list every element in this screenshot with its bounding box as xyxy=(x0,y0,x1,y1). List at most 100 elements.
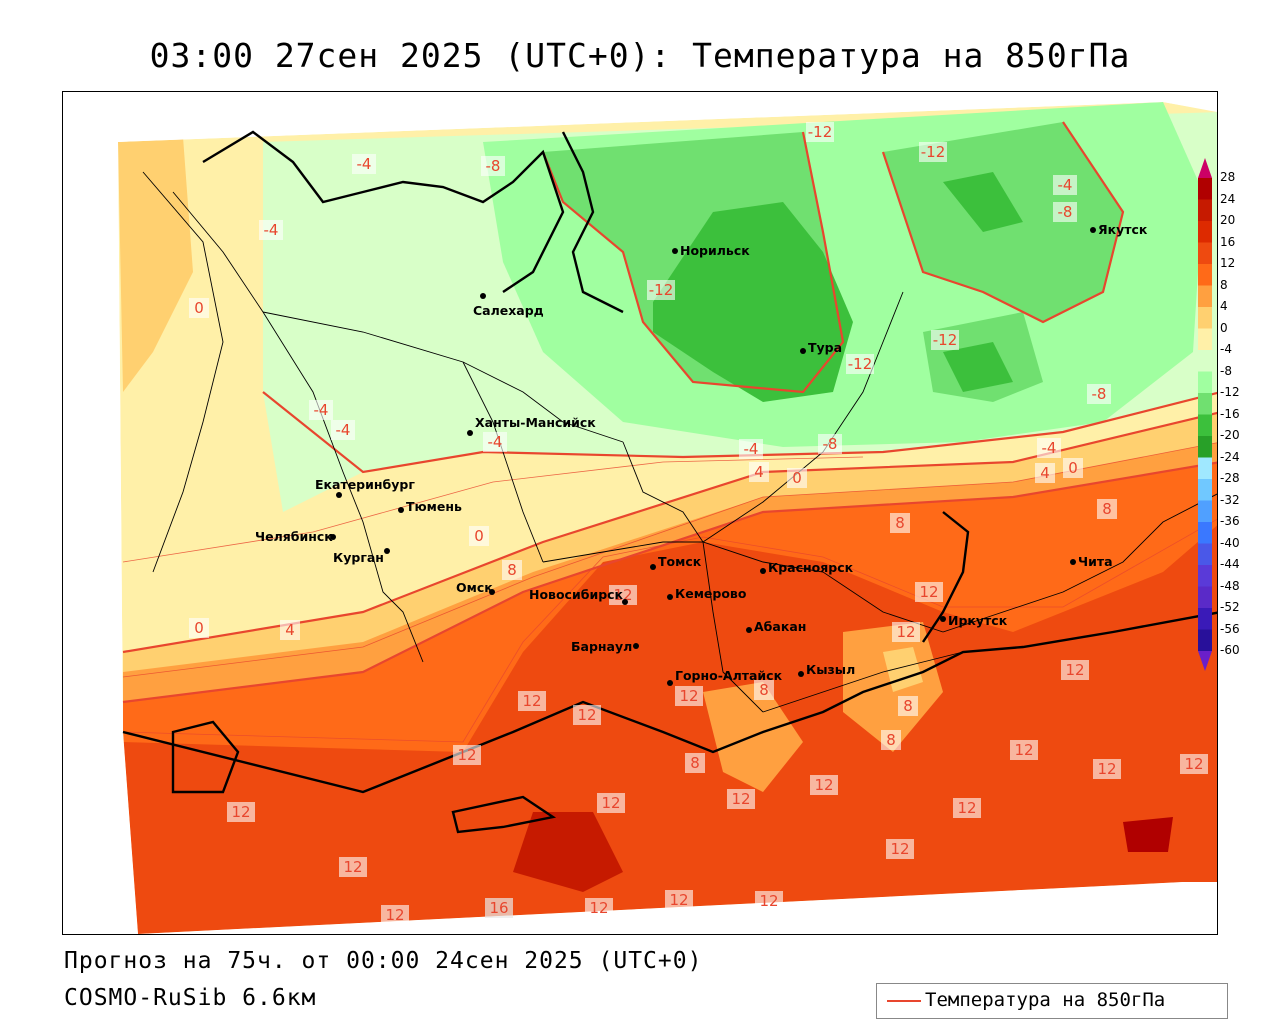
iso-label: 0 xyxy=(1063,458,1083,478)
scale-tick-label: 16 xyxy=(1220,234,1236,249)
scale-swatch xyxy=(1198,350,1212,372)
iso-label: -4 xyxy=(483,432,507,452)
iso-label: 12 xyxy=(915,582,943,602)
city-yakutsk: Якутск xyxy=(1090,222,1148,237)
svg-text:12: 12 xyxy=(731,790,750,808)
svg-text:Якутск: Якутск xyxy=(1098,222,1148,237)
svg-text:12: 12 xyxy=(589,899,608,917)
scale-top-arrow xyxy=(1198,158,1212,178)
city-chita: Чита xyxy=(1070,554,1113,569)
svg-text:8: 8 xyxy=(507,561,517,579)
svg-text:12: 12 xyxy=(1014,741,1033,759)
iso-label: 12 xyxy=(381,905,409,925)
iso-label: -4 xyxy=(259,220,283,240)
svg-text:4: 4 xyxy=(1040,464,1050,482)
scale-swatch xyxy=(1198,328,1212,350)
scale-swatch xyxy=(1198,414,1212,436)
model-name: COSMO-RuSib 6.6км xyxy=(64,985,317,1011)
iso-label: 12 xyxy=(892,622,920,642)
scale-swatch xyxy=(1198,178,1212,200)
svg-text:12: 12 xyxy=(1184,755,1203,773)
svg-text:12: 12 xyxy=(890,840,909,858)
svg-text:12: 12 xyxy=(1097,760,1116,778)
iso-label: 4 xyxy=(280,620,300,640)
scale-tick-label: -40 xyxy=(1220,535,1240,550)
scale-tick-label: -24 xyxy=(1220,449,1240,464)
svg-text:Чита: Чита xyxy=(1078,554,1113,569)
svg-text:-4: -4 xyxy=(264,221,279,239)
svg-text:-8: -8 xyxy=(1058,203,1073,221)
scale-swatch xyxy=(1198,371,1212,393)
iso-label: 4 xyxy=(1035,463,1055,483)
scale-tick-label: -12 xyxy=(1220,385,1240,399)
iso-label: -4 xyxy=(1037,438,1061,458)
iso-label: 8 xyxy=(685,753,705,773)
scale-tick-label: -36 xyxy=(1220,514,1240,528)
coastline xyxy=(122,130,1217,834)
iso-label: 8 xyxy=(898,696,918,716)
svg-text:-12: -12 xyxy=(933,331,958,349)
svg-text:16: 16 xyxy=(489,899,508,917)
city-gorno-altaysk: Горно-Алтайск xyxy=(667,668,783,686)
iso-label: 12 xyxy=(609,585,637,605)
svg-text:8: 8 xyxy=(903,697,913,715)
scale-tick-label: -52 xyxy=(1220,600,1240,614)
iso-label: 8 xyxy=(890,513,910,533)
city-salekhard: Салехард xyxy=(473,293,544,318)
iso-label: 0 xyxy=(189,618,209,638)
svg-text:Новосибирск: Новосибирск xyxy=(529,587,624,602)
svg-text:12: 12 xyxy=(896,623,915,641)
iso-label: -4 xyxy=(352,154,376,174)
svg-text:12: 12 xyxy=(343,858,362,876)
svg-text:0: 0 xyxy=(474,527,484,545)
scale-swatch xyxy=(1198,479,1212,501)
iso-label: 12 xyxy=(227,802,255,822)
iso-label: 4 xyxy=(749,462,769,482)
iso-label: 12 xyxy=(597,793,625,813)
svg-text:12: 12 xyxy=(457,746,476,764)
iso-label: -4 xyxy=(1053,175,1077,195)
iso-label: -4 xyxy=(331,420,355,440)
svg-text:8: 8 xyxy=(690,754,700,772)
iso-label: -8 xyxy=(1053,202,1077,222)
svg-text:Норильск: Норильск xyxy=(680,243,750,258)
svg-text:-8: -8 xyxy=(823,435,838,453)
svg-text:Тюмень: Тюмень xyxy=(406,499,462,514)
scale-swatch xyxy=(1198,565,1212,587)
scale-swatch xyxy=(1198,436,1212,458)
scale-tick-label: -32 xyxy=(1220,492,1240,507)
city-norilsk: Норильск xyxy=(672,243,750,258)
iso-label: -12 xyxy=(647,280,675,300)
svg-text:12: 12 xyxy=(613,586,632,604)
scale-bottom-arrow xyxy=(1198,651,1212,671)
svg-text:Горно-Алтайск: Горно-Алтайск xyxy=(675,668,783,683)
scale-tick-label: 20 xyxy=(1220,213,1236,227)
svg-text:Кызыл: Кызыл xyxy=(806,662,855,677)
iso-label: -4 xyxy=(739,439,763,459)
iso-label: -12 xyxy=(931,330,959,350)
svg-text:0: 0 xyxy=(194,299,204,317)
svg-text:Томск: Томск xyxy=(658,554,702,569)
svg-text:Барнаул: Барнаул xyxy=(571,639,632,654)
scale-tick-label: -28 xyxy=(1220,471,1240,485)
iso-label: 12 xyxy=(1061,660,1089,680)
city-khanty: Ханты-Мансийск xyxy=(467,415,596,436)
map-title: 03:00 27сен 2025 (UTC+0): Температура на… xyxy=(149,36,1131,75)
scale-tick-label: -44 xyxy=(1220,557,1240,571)
iso-label: 12 xyxy=(953,798,981,818)
iso-label: -8 xyxy=(1087,384,1111,404)
scale-tick-label: -48 xyxy=(1220,578,1240,593)
isoline-labels: -4 -8 -12 -12 -4 -8 -4 0 -12 -12 -12 -4 … xyxy=(189,122,1208,925)
svg-text:12: 12 xyxy=(814,776,833,794)
iso-label: 12 xyxy=(886,839,914,859)
svg-text:-8: -8 xyxy=(1092,385,1107,403)
city-barnaul: Барнаул xyxy=(571,639,639,654)
svg-text:Екатеринбург: Екатеринбург xyxy=(315,477,415,492)
scale-swatch xyxy=(1198,221,1212,243)
city-abakan: Абакан xyxy=(746,619,806,634)
svg-text:-4: -4 xyxy=(744,440,759,458)
iso-label: 0 xyxy=(469,526,489,546)
iso-label: 12 xyxy=(573,705,601,725)
city-ekaterinburg: Екатеринбург xyxy=(315,477,415,498)
svg-text:12: 12 xyxy=(385,906,404,924)
